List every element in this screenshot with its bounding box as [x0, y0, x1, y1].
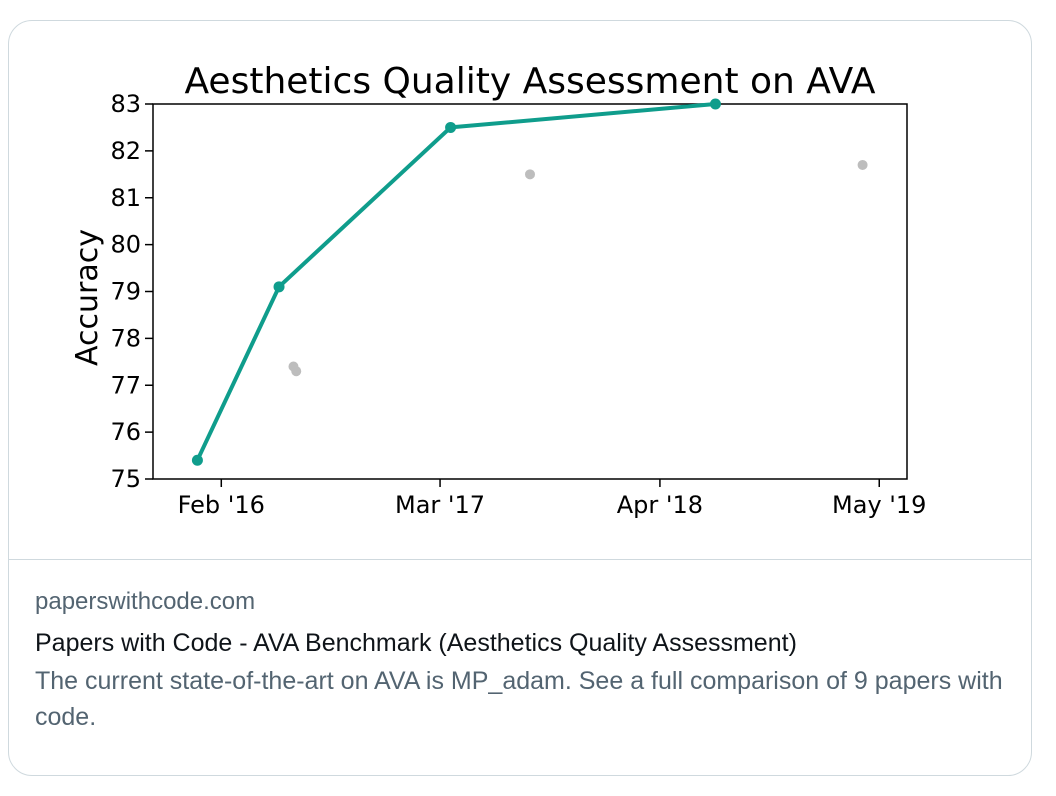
card-meta: paperswithcode.com Papers with Code - AV…	[35, 587, 1015, 735]
sota-point	[191, 454, 203, 466]
other-paper-point	[857, 159, 868, 170]
card-divider	[9, 559, 1031, 560]
plot-frame	[152, 103, 908, 480]
y-tick-label: 83	[110, 90, 141, 118]
other-paper-point	[291, 366, 302, 377]
sota-point	[709, 98, 721, 110]
y-axis-label: Accuracy	[70, 229, 105, 366]
y-tick-label: 81	[110, 184, 141, 212]
card-title: Papers with Code - AVA Benchmark (Aesthe…	[35, 629, 797, 657]
chart-image: Aesthetics Quality Assessment on AVA 75 76…	[9, 21, 1031, 559]
x-tick-label: May '19	[832, 491, 926, 519]
x-tick-label: Feb '16	[178, 491, 265, 519]
y-tick-label: 82	[110, 137, 141, 165]
y-tick-label: 76	[110, 418, 141, 446]
y-tick-label: 80	[110, 231, 141, 259]
chart-title: Aesthetics Quality Assessment on AVA	[184, 61, 875, 102]
x-tick-label: Mar '17	[395, 491, 485, 519]
y-tick-label: 75	[110, 465, 141, 493]
card-domain: paperswithcode.com	[35, 588, 256, 615]
sota-line	[195, 102, 718, 463]
chart-svg: Aesthetics Quality Assessment on AVA 75 76…	[70, 61, 926, 519]
sota-point	[445, 121, 457, 133]
card-description: The current state-of-the-art on AVA is M…	[35, 667, 1003, 731]
y-tick-label: 77	[110, 371, 141, 399]
other-paper-point	[525, 169, 535, 180]
x-tick-label: Apr '18	[617, 491, 703, 519]
link-preview-card[interactable]: Aesthetics Quality Assessment on AVA 75 76…	[8, 20, 1032, 776]
sota-point	[273, 281, 285, 293]
y-tick-label: 79	[110, 278, 141, 306]
y-tick-label: 78	[110, 324, 141, 352]
